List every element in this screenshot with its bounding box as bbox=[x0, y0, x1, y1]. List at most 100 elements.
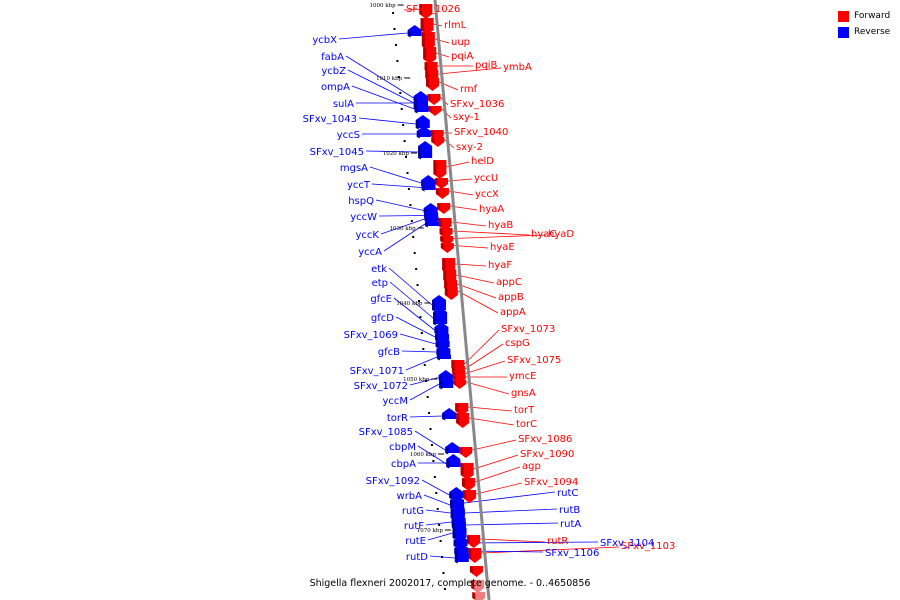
reverse-gene-label[interactable]: rutG bbox=[402, 506, 424, 517]
reverse-gene-label[interactable]: rutE bbox=[405, 536, 426, 547]
gene-yccA-feature[interactable] bbox=[424, 217, 439, 226]
reverse-gene-label[interactable]: ompA bbox=[321, 82, 350, 93]
reverse-gene-label[interactable]: yccW bbox=[350, 212, 377, 223]
reverse-gene-label[interactable]: SFxv_1072 bbox=[354, 381, 408, 392]
reverse-gene-label[interactable]: sulA bbox=[333, 99, 354, 110]
reverse-gene-label[interactable]: gfcD bbox=[371, 313, 394, 324]
gene-SFxv_1103-feature[interactable] bbox=[468, 548, 482, 563]
gene-ycbX-feature[interactable] bbox=[407, 25, 422, 36]
gene-cbpA-feature[interactable] bbox=[446, 454, 461, 467]
forward-gene-label[interactable]: ymcE bbox=[509, 371, 536, 382]
reverse-gene-label[interactable]: SFxv_1069 bbox=[344, 330, 398, 341]
forward-gene-label[interactable]: hyaE bbox=[490, 242, 515, 253]
forward-gene-label[interactable]: hyaF bbox=[488, 260, 512, 271]
reverse-gene-label[interactable]: rutD bbox=[406, 552, 428, 563]
gene-torC-feature[interactable] bbox=[456, 413, 470, 428]
forward-gene-label[interactable]: hyaC bbox=[531, 229, 556, 240]
reverse-gene-label[interactable]: etk bbox=[371, 264, 387, 275]
forward-gene-label[interactable]: helD bbox=[471, 156, 494, 167]
gene-etk-feature[interactable] bbox=[432, 295, 446, 310]
gene-hyaA-feature[interactable] bbox=[437, 203, 451, 214]
reverse-gene-label[interactable]: SFxv_1043 bbox=[303, 114, 357, 125]
forward-gene-label[interactable]: SFxv_1086 bbox=[518, 434, 572, 445]
forward-gene-label[interactable]: SFxv_1040 bbox=[454, 127, 508, 138]
gene-yccT-feature[interactable] bbox=[421, 180, 436, 190]
gene-sulA-feature[interactable] bbox=[413, 92, 428, 109]
forward-gene-label[interactable]: yccU bbox=[474, 173, 498, 184]
gene-rutA-feature[interactable] bbox=[451, 517, 466, 528]
forward-gene-label[interactable]: hyaA bbox=[479, 204, 504, 215]
gene-rutR-feature[interactable] bbox=[467, 535, 481, 548]
reverse-gene-label[interactable]: yccS bbox=[337, 130, 360, 141]
forward-gene-label[interactable]: appC bbox=[496, 277, 522, 288]
forward-gene-label[interactable]: SFxv_1094 bbox=[524, 477, 578, 488]
gene-agp-feature[interactable] bbox=[462, 478, 476, 491]
forward-gene-label[interactable]: rlmL bbox=[444, 20, 467, 31]
reverse-gene-label[interactable]: SFxv_1071 bbox=[350, 366, 404, 377]
reverse-gene-label[interactable]: gfcB bbox=[378, 347, 400, 358]
forward-gene-label[interactable]: SFxv_1026 bbox=[406, 4, 460, 15]
gene-SFxv_1094-feature[interactable] bbox=[463, 490, 477, 503]
gene-torT-feature[interactable] bbox=[455, 403, 469, 416]
reverse-gene-label[interactable]: SFxv_1092 bbox=[366, 476, 420, 487]
forward-gene-label[interactable]: SFxv_1075 bbox=[507, 355, 561, 366]
reverse-gene-label[interactable]: cbpA bbox=[391, 459, 416, 470]
forward-gene-label[interactable]: SFxv_1073 bbox=[501, 324, 555, 335]
gene-tail-3-feature[interactable] bbox=[472, 592, 486, 600]
gene-torR-feature[interactable] bbox=[442, 408, 457, 419]
reverse-gene-label[interactable]: yccA bbox=[358, 247, 382, 258]
gene-yccM-feature[interactable] bbox=[439, 375, 454, 388]
reverse-gene-label[interactable]: SFxv_1045 bbox=[310, 147, 364, 158]
gene-gnsA-feature[interactable] bbox=[453, 380, 467, 389]
forward-gene-label[interactable]: torT bbox=[514, 405, 535, 416]
legend-item-reverse[interactable]: Reverse bbox=[838, 24, 890, 40]
gene-sxy-1-feature[interactable] bbox=[428, 106, 442, 116]
gene-SFxv_1085-feature[interactable] bbox=[445, 442, 460, 453]
gene-rmf-feature[interactable] bbox=[426, 78, 440, 91]
reverse-gene-label[interactable]: rutA bbox=[560, 519, 581, 530]
gene-hyaB-feature[interactable] bbox=[438, 218, 452, 231]
gene-SFxv_1026-feature[interactable] bbox=[419, 4, 433, 19]
forward-gene-label[interactable]: SFxv_1090 bbox=[520, 449, 574, 460]
reverse-gene-label[interactable]: rutB bbox=[559, 505, 580, 516]
reverse-gene-label[interactable]: cbpM bbox=[389, 442, 416, 453]
gene-uup-feature[interactable] bbox=[421, 32, 435, 51]
forward-gene-label[interactable]: sxy-1 bbox=[453, 112, 480, 123]
gene-SFxv_1043-feature[interactable] bbox=[415, 115, 430, 128]
reverse-gene-label[interactable]: yccM bbox=[382, 396, 408, 407]
gene-rutB-feature[interactable] bbox=[450, 505, 465, 516]
forward-gene-label[interactable]: rutR bbox=[547, 536, 568, 547]
gene-SFxv_1071-feature[interactable] bbox=[436, 350, 451, 359]
gene-SFxv_1090-feature[interactable] bbox=[460, 463, 474, 480]
gene-gfcD-feature[interactable] bbox=[435, 329, 450, 340]
reverse-gene-label[interactable]: wrbA bbox=[397, 491, 423, 502]
forward-gene-label[interactable]: appA bbox=[500, 307, 526, 318]
reverse-gene-label[interactable]: SFxv_1106 bbox=[545, 548, 599, 559]
gene-SFxv_1092-feature[interactable] bbox=[449, 487, 464, 498]
reverse-gene-label[interactable]: etp bbox=[372, 278, 388, 289]
reverse-gene-label[interactable]: mgsA bbox=[340, 163, 368, 174]
forward-gene-label[interactable]: SFxv_1103 bbox=[621, 541, 675, 552]
forward-gene-label[interactable]: cspG bbox=[505, 338, 530, 349]
forward-gene-label[interactable]: ymbA bbox=[503, 62, 532, 73]
gene-sxy-2-feature[interactable] bbox=[431, 137, 445, 147]
gene-helD-feature[interactable] bbox=[433, 160, 447, 179]
forward-gene-label[interactable]: sxy-2 bbox=[456, 142, 483, 153]
gene-yccX-feature[interactable] bbox=[435, 188, 449, 199]
forward-gene-label[interactable]: hyaB bbox=[488, 220, 513, 231]
gene-yccU-feature[interactable] bbox=[435, 178, 449, 189]
gene-rlmL-feature[interactable] bbox=[420, 18, 434, 35]
gene-SFxv_1106-feature[interactable] bbox=[454, 543, 469, 554]
forward-gene-label[interactable]: appB bbox=[498, 292, 524, 303]
gene-SFxv_1104-feature[interactable] bbox=[453, 535, 468, 546]
gene-pqiA-feature[interactable] bbox=[423, 47, 437, 64]
gene-SFxv_1086-feature[interactable] bbox=[459, 447, 473, 458]
reverse-gene-label[interactable]: rutC bbox=[557, 488, 578, 499]
gene-gfcE-feature[interactable] bbox=[434, 322, 449, 333]
forward-gene-label[interactable]: torC bbox=[516, 419, 537, 430]
forward-gene-label[interactable]: gnsA bbox=[511, 388, 536, 399]
reverse-gene-label[interactable]: SFxv_1085 bbox=[359, 427, 413, 438]
reverse-gene-label[interactable]: yccT bbox=[347, 180, 371, 191]
legend-item-forward[interactable]: Forward bbox=[838, 8, 890, 24]
gene-yccK-feature[interactable] bbox=[424, 212, 439, 221]
